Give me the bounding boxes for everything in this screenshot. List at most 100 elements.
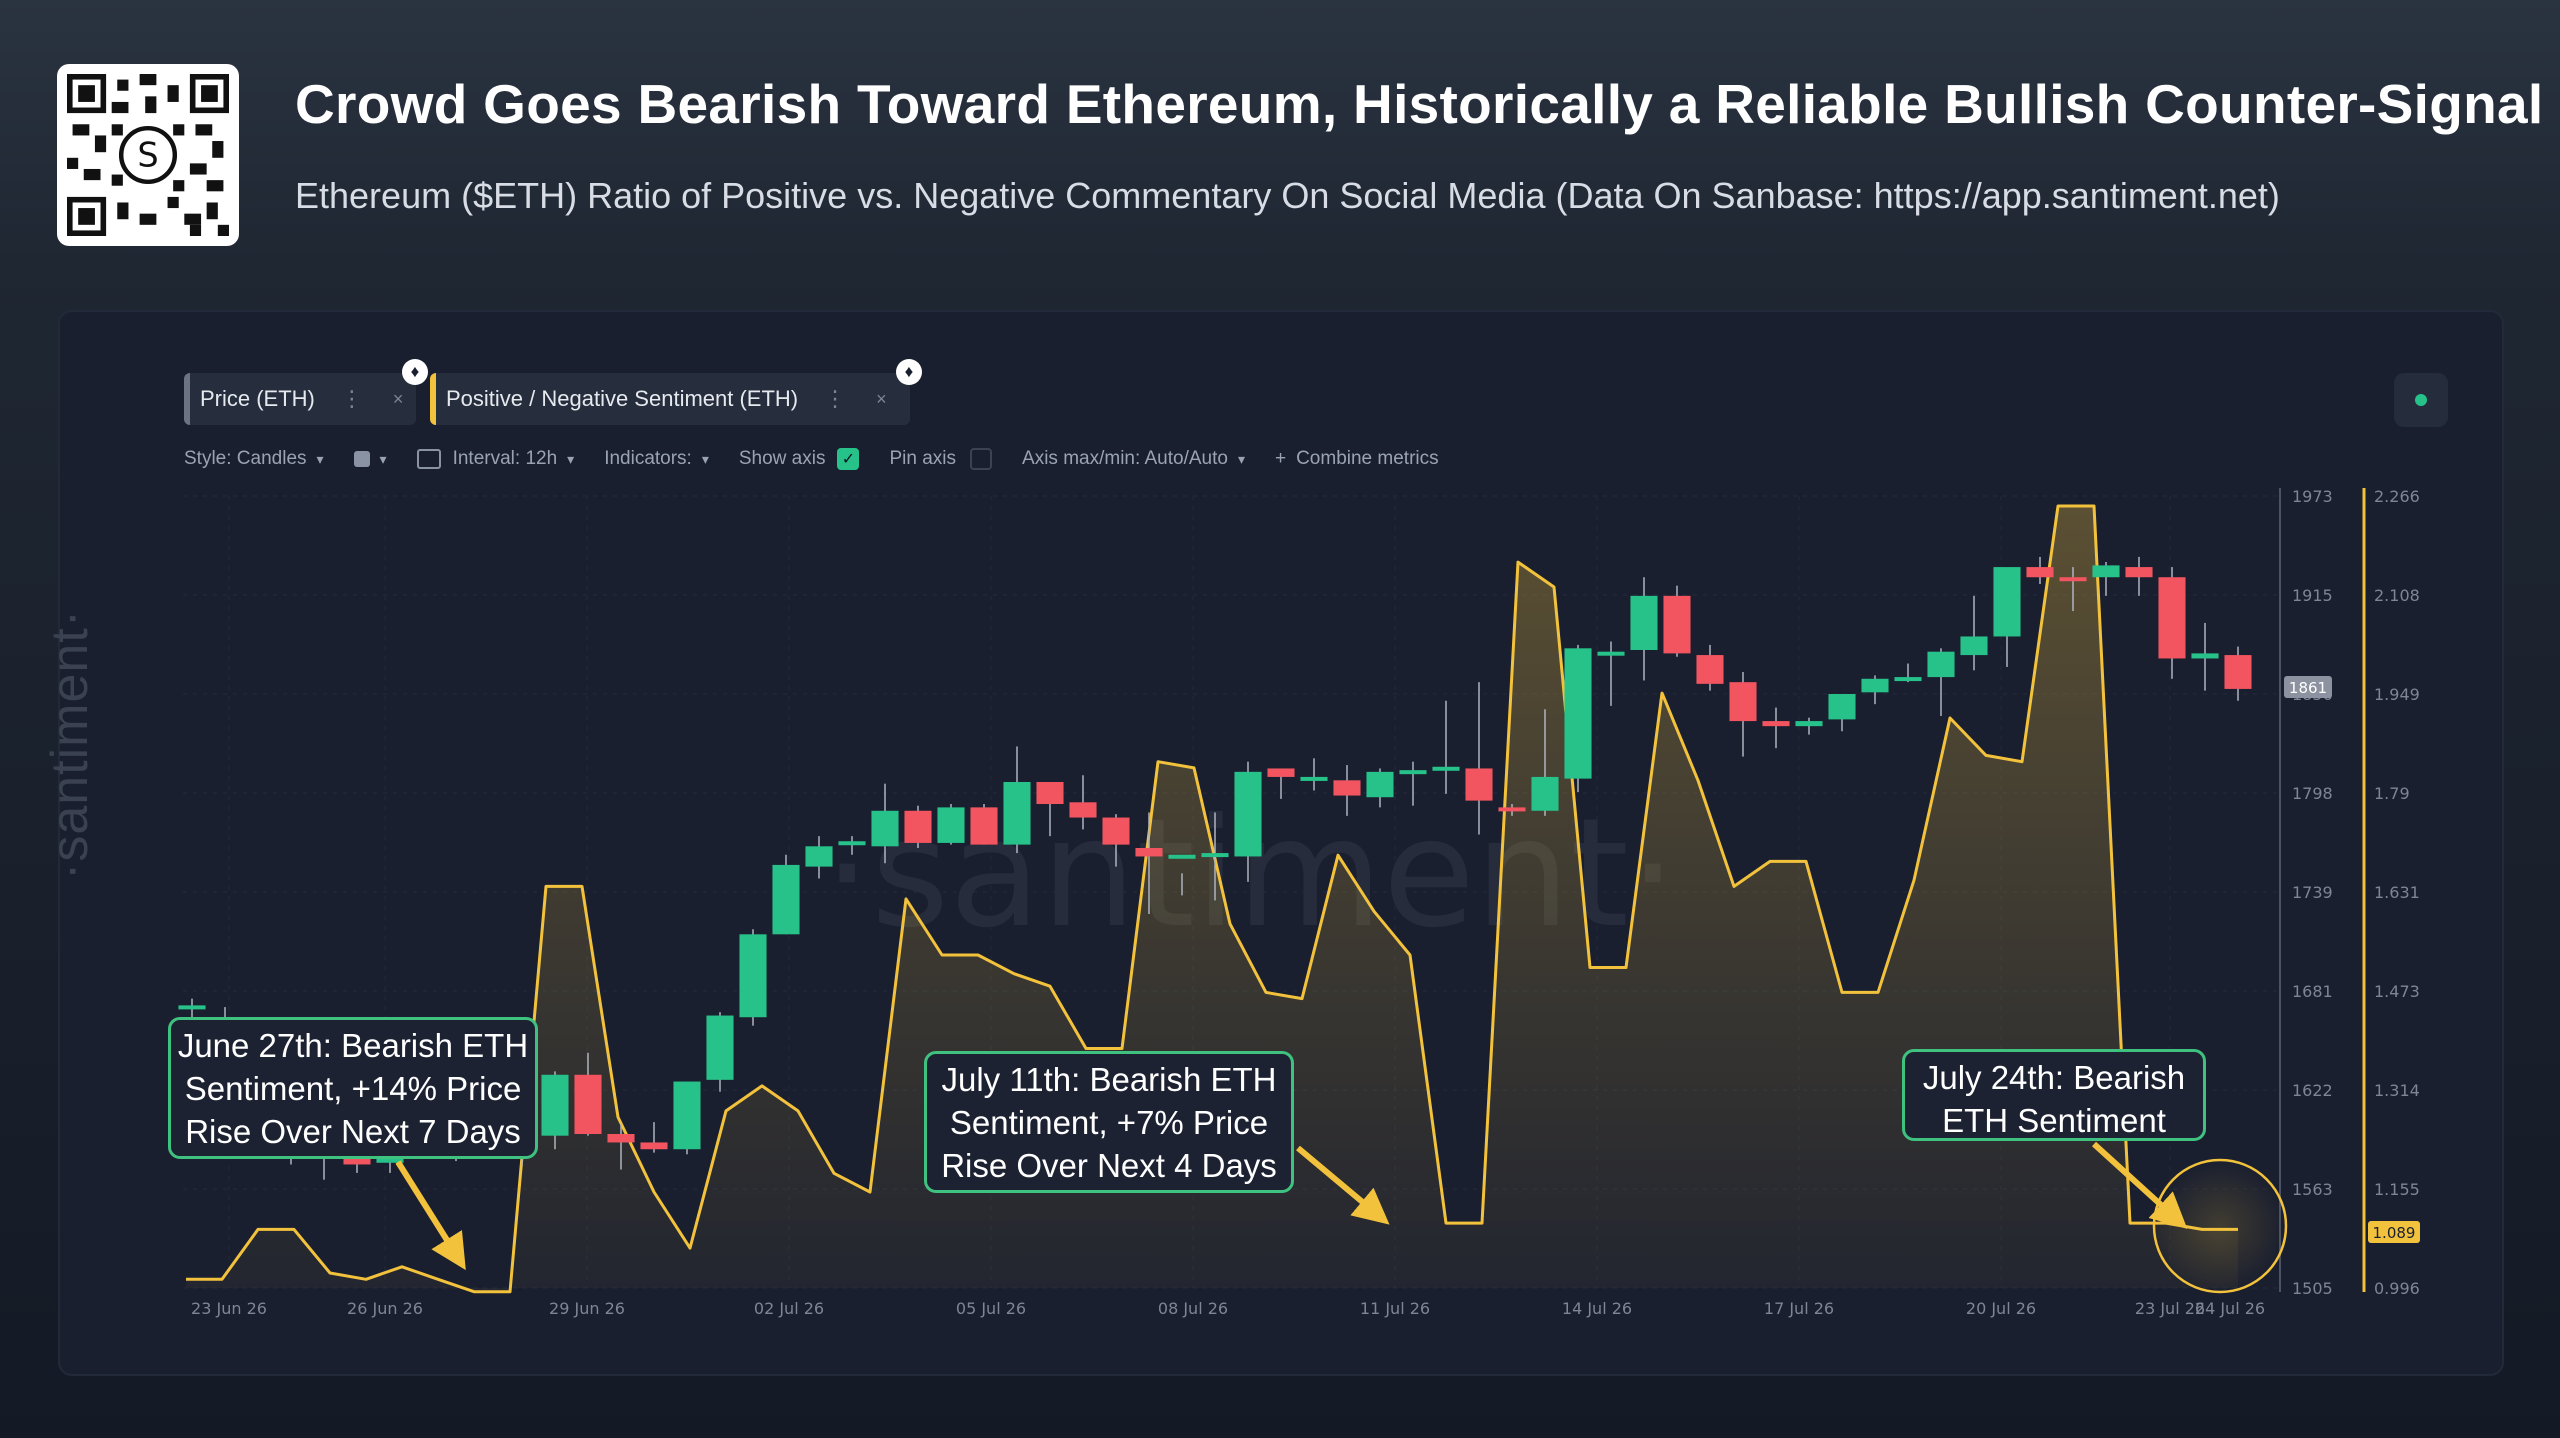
combine-metrics-button[interactable]: + Combine metrics xyxy=(1275,448,1439,470)
chevron-down-icon: ▾ xyxy=(701,450,709,467)
price-tick-label: 1739 xyxy=(2292,883,2333,902)
price-tick-label: 1505 xyxy=(2292,1279,2333,1298)
candle-body xyxy=(706,1015,734,1080)
candle-body xyxy=(1498,807,1526,812)
sentiment-tick-label: 2.266 xyxy=(2374,487,2420,506)
style-dropdown[interactable]: Style: Candles ▾ xyxy=(184,448,324,470)
candle-body xyxy=(772,864,800,935)
x-tick-label: 02 Jul 26 xyxy=(754,1299,824,1318)
candle-body xyxy=(1531,776,1559,811)
chart-toolbar: Style: Candles ▾ ▾ Interval: 12h ▾ Indicat… xyxy=(184,444,1469,474)
interval-label: Interval: 12h xyxy=(452,448,558,469)
chevron-down-icon: ▾ xyxy=(567,450,575,467)
price-tick-label: 1681 xyxy=(2292,982,2333,1001)
checkbox-checked-icon[interactable]: ✓ xyxy=(837,448,860,470)
x-tick-label: 24 Jul 26 xyxy=(2195,1299,2265,1318)
candle-body xyxy=(1828,694,1856,720)
sentiment-tick-label: 1.949 xyxy=(2374,685,2420,704)
tab-price-color-bar xyxy=(184,373,190,425)
candle-body xyxy=(871,810,899,847)
arrow-july-11 xyxy=(1296,1145,1390,1225)
price-tick-label: 1563 xyxy=(2292,1180,2333,1199)
current-price-label: 1861 xyxy=(2289,679,2327,697)
annotation-july-11: July 11th: Bearish ETH Sentiment, +7% Pr… xyxy=(924,1051,1294,1193)
sentiment-area xyxy=(186,506,2238,1292)
candle-body xyxy=(1465,768,1493,801)
x-tick-label: 29 Jun 26 xyxy=(549,1299,625,1318)
tab-price-close-icon[interactable]: × xyxy=(392,388,404,409)
candle-body xyxy=(805,846,833,867)
indicators-dropdown[interactable]: Indicators: ▾ xyxy=(604,448,709,470)
svg-text:S: S xyxy=(137,136,158,175)
annotation-july-24: July 24th: Bearish ETH Sentiment xyxy=(1902,1049,2206,1141)
candle-body xyxy=(970,807,998,845)
candle-body xyxy=(541,1074,569,1136)
candle-body xyxy=(1234,771,1262,857)
interval-dropdown[interactable]: Interval: 12h ▾ xyxy=(416,448,575,470)
candle-body xyxy=(1300,776,1328,781)
color-dropdown[interactable]: ▾ xyxy=(353,450,387,468)
x-tick-label: 11 Jul 26 xyxy=(1360,1299,1430,1318)
candle-body xyxy=(2059,577,2087,582)
candle-body xyxy=(1366,771,1394,798)
eth-icon: ♦ xyxy=(402,359,428,385)
candle-body xyxy=(1663,595,1691,654)
current-sentiment-badge xyxy=(2368,1221,2420,1243)
tab-price[interactable]: Price (ETH) ⋮ × ♦ xyxy=(184,359,428,425)
candle-body xyxy=(904,810,932,843)
sentiment-tick-label: 1.155 xyxy=(2374,1180,2420,1199)
show-axis-label: Show axis xyxy=(738,448,826,469)
candle-body xyxy=(1960,636,1988,656)
candle-body xyxy=(2224,655,2252,689)
candle-body xyxy=(1729,682,1757,722)
subtitle: Ethereum ($ETH) Ratio of Positive vs. Ne… xyxy=(295,175,2280,216)
axis-minmax-dropdown[interactable]: Axis max/min: Auto/Auto ▾ xyxy=(1022,448,1245,470)
tab-price-menu-icon[interactable]: ⋮ xyxy=(340,386,363,411)
eth-icon: ♦ xyxy=(896,359,922,385)
candle-body xyxy=(2191,653,2219,659)
current-price-badge xyxy=(2284,676,2332,698)
pin-axis-toggle[interactable]: Pin axis xyxy=(889,448,993,470)
chevron-down-icon: ▾ xyxy=(316,450,324,467)
tab-sentiment-menu-icon[interactable]: ⋮ xyxy=(824,386,847,411)
x-tick-label: 14 Jul 26 xyxy=(1562,1299,1632,1318)
price-tick-label: 1622 xyxy=(2292,1081,2333,1100)
checkbox-empty-icon[interactable] xyxy=(970,448,993,470)
candle-body xyxy=(937,807,965,843)
x-tick-label: 26 Jun 26 xyxy=(347,1299,423,1318)
candle-body xyxy=(1795,721,1823,727)
candle-body xyxy=(1399,770,1427,775)
candle-body xyxy=(1861,678,1889,693)
arrow-july-24 xyxy=(2091,1141,2188,1229)
candle-body xyxy=(838,841,866,846)
sentiment-tick-label: 1.473 xyxy=(2374,982,2420,1001)
annotation-june-27: June 27th: Bearish ETH Sentiment, +14% P… xyxy=(168,1017,538,1159)
candle-body xyxy=(1630,595,1658,650)
chevron-down-icon: ▾ xyxy=(379,450,387,467)
price-tick-label: 1798 xyxy=(2292,784,2333,803)
current-sentiment-label: 1.089 xyxy=(2373,1224,2416,1242)
candle-body xyxy=(673,1081,701,1150)
sentiment-tick-label: 1.631 xyxy=(2374,883,2420,902)
tab-price-label: Price (ETH) xyxy=(200,386,315,411)
sentiment-tick-label: 0.996 xyxy=(2374,1279,2420,1298)
candle-body xyxy=(640,1142,668,1150)
candle-body xyxy=(2125,567,2153,578)
candle-body xyxy=(178,1005,206,1010)
tab-sentiment-label: Positive / Negative Sentiment (ETH) xyxy=(446,386,799,411)
candle-body xyxy=(1894,677,1922,682)
qr-code-graphic: S xyxy=(67,74,229,236)
candle-body xyxy=(1597,651,1625,656)
axis-minmax-label: Axis max/min: Auto/Auto xyxy=(1022,448,1228,469)
candle-body xyxy=(1102,817,1130,845)
x-tick-label: 23 Jul 26 xyxy=(2135,1299,2205,1318)
candle-body xyxy=(1696,655,1724,684)
status-button[interactable] xyxy=(2394,373,2448,427)
candle-body xyxy=(1333,780,1361,796)
tab-sentiment[interactable]: Positive / Negative Sentiment (ETH) ⋮ × … xyxy=(430,359,922,425)
tab-sentiment-close-icon[interactable]: × xyxy=(876,388,887,409)
candle-body xyxy=(1564,648,1592,779)
headline: Crowd Goes Bearish Toward Ethereum, Hist… xyxy=(295,73,2544,135)
show-axis-toggle[interactable]: Show axis ✓ xyxy=(739,448,860,470)
